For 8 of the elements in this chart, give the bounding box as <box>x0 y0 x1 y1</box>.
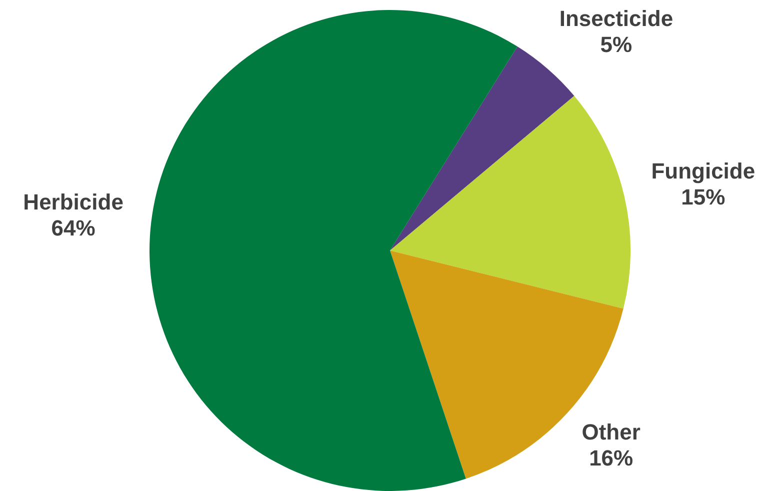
data-label: 5% <box>600 32 632 57</box>
slice-label: Fungicide <box>651 158 756 184</box>
slice-label: Insecticide <box>559 6 674 31</box>
slice-label: Herbicide <box>23 189 124 214</box>
data-label: 15% <box>681 184 726 210</box>
data-label: 16% <box>589 446 634 471</box>
slice-label: Other <box>582 420 641 445</box>
data-label: 64% <box>51 215 96 240</box>
